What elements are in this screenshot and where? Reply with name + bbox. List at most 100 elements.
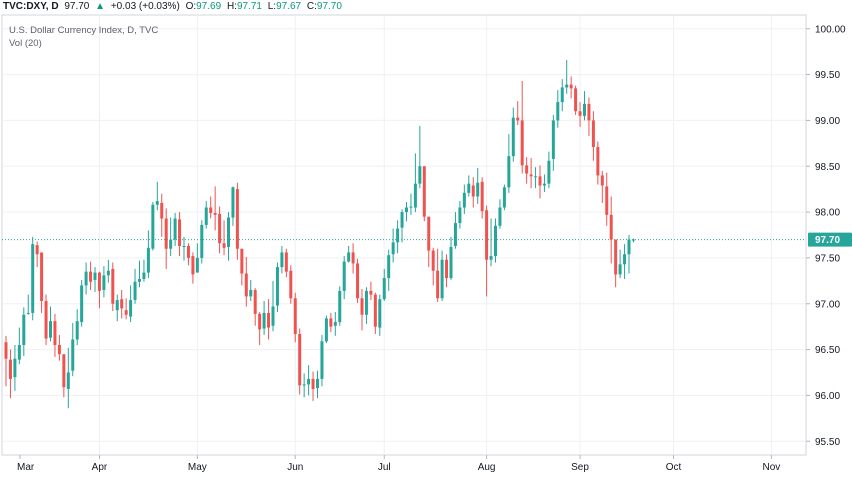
candle-body: [596, 147, 600, 176]
candle-body: [462, 192, 466, 208]
candle-body: [275, 267, 279, 306]
candle-body: [13, 358, 17, 378]
candle-body: [182, 246, 186, 247]
candle-body: [400, 212, 404, 228]
x-tick-label: Jul: [378, 462, 391, 473]
x-tick-label: Mar: [17, 462, 35, 473]
candle-body: [22, 314, 26, 345]
candle-body: [351, 252, 355, 264]
candle-body: [569, 84, 573, 89]
candle-body: [26, 312, 30, 314]
candle-body: [431, 250, 435, 271]
volume-indicator-label[interactable]: Vol (20): [9, 38, 42, 49]
candle-body: [160, 202, 164, 219]
candle-body: [427, 216, 431, 251]
open-value: 97.69: [196, 1, 222, 12]
price-change: +0.03 (+0.03%): [110, 1, 180, 12]
y-tick-label: 96.50: [815, 345, 840, 356]
candle-body: [138, 279, 141, 282]
candle-body: [324, 318, 328, 342]
candle-body: [529, 174, 533, 177]
candle-body: [591, 120, 595, 147]
candle-body: [458, 207, 462, 224]
candle-body: [17, 345, 21, 360]
candle-body: [271, 306, 275, 326]
y-tick-label: 97.50: [815, 253, 840, 264]
candle-body: [93, 272, 97, 280]
candle-body: [298, 334, 302, 386]
candle-body: [356, 263, 360, 299]
candle-body: [623, 254, 627, 265]
y-tick-label: 100.00: [815, 24, 846, 35]
candle-body: [84, 271, 88, 286]
candle-body: [440, 259, 444, 299]
x-tick-label: Apr: [92, 462, 108, 473]
candle-body: [35, 245, 39, 255]
candle-body: [347, 252, 351, 262]
candle-body: [511, 117, 515, 157]
candle-body: [307, 378, 311, 385]
y-tick-label: 97.00: [815, 299, 840, 310]
candle-body: [302, 384, 306, 386]
candle-body: [284, 252, 288, 272]
candle-body: [494, 225, 497, 257]
candle-body: [422, 166, 426, 217]
candle-body: [262, 312, 266, 329]
candle-body: [413, 183, 417, 208]
low-value: 97.67: [276, 1, 302, 12]
candle-body: [320, 341, 324, 379]
candle-body: [342, 261, 346, 291]
candle-body: [520, 120, 524, 166]
candle-body: [471, 185, 475, 197]
candle-body: [240, 248, 244, 274]
candle-body: [391, 242, 395, 255]
candle-body: [124, 310, 128, 315]
close-label: C:: [306, 1, 317, 12]
y-tick-label: 98.50: [815, 162, 840, 173]
axes-layer: 95.50 96.00 96.50 97.00 97.50 98.00 98.50 99.00…: [17, 24, 852, 473]
candle-body: [614, 239, 618, 275]
candles-layer: [4, 59, 635, 409]
x-tick-label: Sep: [571, 462, 589, 473]
x-tick-label: Nov: [763, 462, 781, 473]
candle-body: [547, 160, 551, 184]
candle-body: [53, 321, 57, 345]
candle-body: [142, 272, 146, 279]
candle-body: [66, 372, 70, 389]
candle-body: [498, 207, 502, 226]
candle-body: [164, 218, 168, 249]
chart-legend: U.S. Dollar Currency Index, D, TVC Vol (…: [9, 24, 158, 50]
candle-body: [267, 312, 271, 328]
candle-body: [57, 345, 61, 355]
candle-body: [49, 321, 52, 338]
candle-body: [235, 189, 239, 249]
candle-body: [200, 224, 204, 258]
candle-body: [75, 321, 79, 340]
candle-body: [480, 181, 484, 212]
candle-body: [502, 187, 506, 208]
candle-body: [40, 252, 44, 301]
candle-body: [62, 354, 66, 388]
candle-body: [204, 207, 208, 225]
candle-body: [231, 187, 235, 218]
candle-body: [583, 103, 586, 116]
candle-body: [360, 298, 364, 315]
y-tick-label: 96.00: [815, 391, 840, 402]
high-value: 97.71: [236, 1, 262, 12]
candle-body: [155, 201, 159, 205]
candle-body: [106, 270, 110, 276]
candle-body: [534, 176, 538, 178]
candle-body: [627, 239, 631, 255]
candle-body: [151, 204, 155, 249]
symbol-label[interactable]: TVC:DXY, D: [3, 1, 59, 12]
x-tick-label: Oct: [666, 462, 682, 473]
candle-body: [4, 342, 8, 359]
candle-body: [587, 103, 591, 121]
candle-body: [631, 239, 635, 241]
candle-body: [289, 270, 293, 299]
candle-body: [489, 256, 493, 260]
candle-body: [222, 243, 226, 248]
candle-body: [186, 246, 190, 258]
candle-body: [71, 339, 75, 371]
